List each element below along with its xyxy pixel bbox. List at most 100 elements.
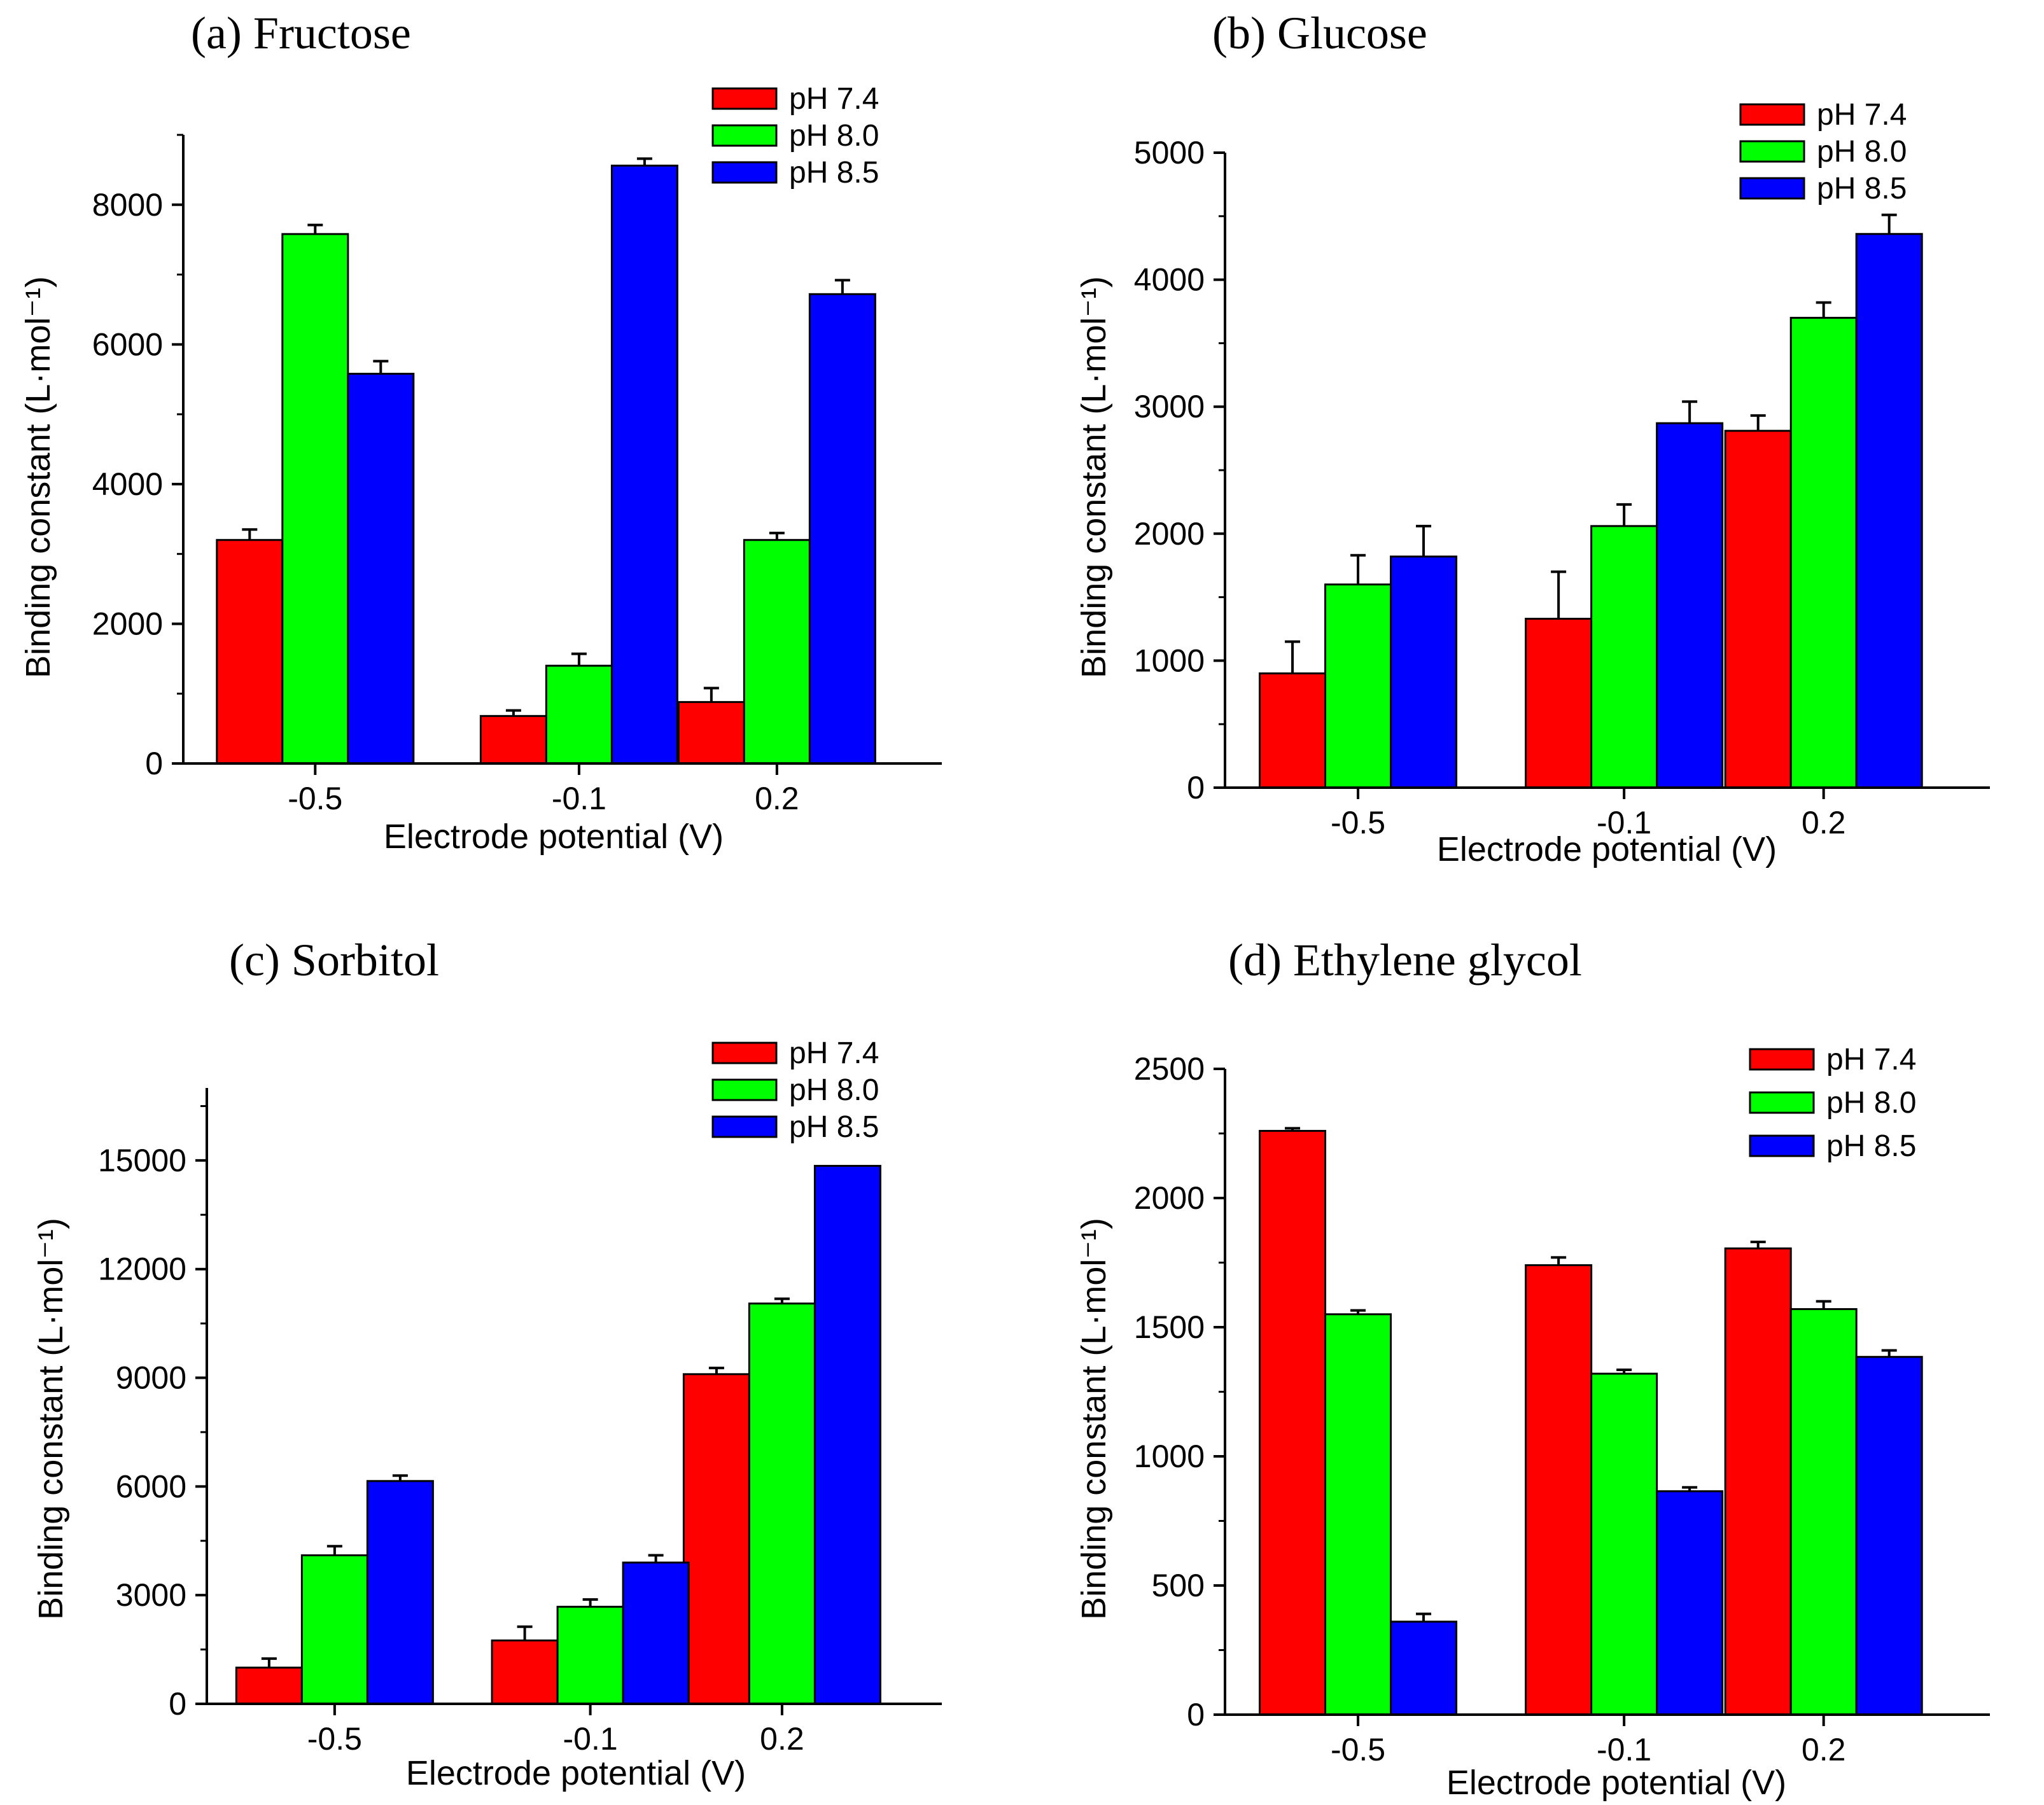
x-tick-label: 0.2 bbox=[760, 1721, 804, 1757]
legend-swatch bbox=[711, 1078, 778, 1101]
bar bbox=[1724, 429, 1792, 789]
bar bbox=[813, 1164, 881, 1705]
x-tick-label: -0.1 bbox=[1597, 805, 1651, 840]
y-tick-label: 15000 bbox=[98, 1143, 186, 1178]
panel-title: (d) Ethylene glycol bbox=[1228, 935, 1582, 986]
bar bbox=[1390, 1620, 1458, 1716]
legend-swatch bbox=[1739, 140, 1805, 163]
panel-title: (a) Fructose bbox=[191, 8, 411, 59]
bar bbox=[300, 1554, 368, 1705]
bar bbox=[347, 372, 415, 765]
panel-c: (c) Sorbitol Binding constant (L·mol⁻¹) … bbox=[32, 935, 942, 1792]
panel-title: (c) Sorbitol bbox=[229, 935, 439, 986]
bar bbox=[556, 1605, 624, 1705]
plot-area: 0 3000 6000 9000 12000 15000 -0.5 -0.1 0.2 bbox=[98, 1088, 942, 1757]
y-tick-label: 500 bbox=[1152, 1568, 1205, 1603]
legend: pH 7.4pH 8.0pH 8.5 bbox=[1739, 98, 1907, 206]
legend-label: pH 7.4 bbox=[1826, 1043, 1916, 1077]
x-tick-label: -0.5 bbox=[1331, 805, 1385, 840]
panel-b: (b) Glucose Binding constant (L·mol⁻¹) E… bbox=[1075, 8, 1990, 868]
y-tick-label: 2500 bbox=[1134, 1051, 1205, 1087]
bar bbox=[1390, 555, 1458, 789]
x-axis-label: Electrode potential (V) bbox=[384, 818, 724, 856]
x-axis-label: Electrode potential (V) bbox=[1437, 830, 1777, 868]
x-tick-label: 0.2 bbox=[1802, 1732, 1846, 1767]
legend-swatch bbox=[711, 161, 778, 184]
y-tick-label: 3000 bbox=[116, 1577, 186, 1613]
y-tick-label: 0 bbox=[1187, 1697, 1205, 1732]
panel-a: (a) Fructose Binding constant (L·mol⁻¹) … bbox=[19, 8, 942, 856]
bar bbox=[1724, 1247, 1792, 1716]
y-tick-label: 0 bbox=[1187, 770, 1205, 805]
y-tick-label: 1500 bbox=[1134, 1309, 1205, 1345]
legend-label: pH 8.0 bbox=[789, 1073, 879, 1107]
y-tick-label: 1000 bbox=[1134, 1439, 1205, 1474]
bar bbox=[682, 1373, 750, 1705]
legend-label: pH 7.4 bbox=[789, 82, 879, 116]
bar bbox=[677, 700, 745, 765]
x-tick-label: -0.5 bbox=[1331, 1732, 1385, 1767]
y-tick-label: 5000 bbox=[1134, 135, 1205, 171]
y-tick-label: 0 bbox=[145, 746, 163, 781]
bar bbox=[1855, 233, 1923, 789]
legend-label: pH 8.0 bbox=[1826, 1086, 1916, 1120]
x-tick-label: -0.1 bbox=[563, 1721, 618, 1757]
bar bbox=[216, 539, 284, 765]
bar bbox=[1855, 1356, 1923, 1716]
plot-area: 0 2000 4000 6000 8000 -0.5 -0.1 0.2 bbox=[92, 134, 942, 816]
y-tick-label: 3000 bbox=[1134, 389, 1205, 424]
y-tick-label: 4000 bbox=[92, 466, 163, 502]
legend-swatch bbox=[1749, 1134, 1815, 1157]
bar bbox=[1590, 525, 1658, 789]
legend-swatch bbox=[1739, 103, 1805, 126]
bar bbox=[1259, 672, 1327, 789]
panel-d: (d) Ethylene glycol Binding constant (L·… bbox=[1075, 935, 1990, 1802]
legend-label: pH 7.4 bbox=[789, 1036, 879, 1070]
y-tick-label: 2000 bbox=[92, 606, 163, 641]
x-tick-label: -0.5 bbox=[288, 781, 342, 816]
bar bbox=[1525, 1264, 1593, 1716]
legend-label: pH 7.4 bbox=[1817, 98, 1907, 132]
bar bbox=[1789, 316, 1858, 789]
x-tick-label: -0.1 bbox=[1597, 1732, 1651, 1767]
bar bbox=[479, 714, 547, 765]
y-axis-label: Binding constant (L·mol⁻¹) bbox=[1075, 276, 1113, 678]
legend-swatch bbox=[1749, 1091, 1815, 1114]
y-tick-label: 12000 bbox=[98, 1251, 186, 1287]
bar bbox=[610, 164, 678, 765]
legend: pH 7.4pH 8.0pH 8.5 bbox=[711, 82, 879, 190]
bar bbox=[1789, 1308, 1858, 1716]
x-tick-label: -0.1 bbox=[552, 781, 606, 816]
bar bbox=[1324, 583, 1392, 789]
bar bbox=[366, 1480, 434, 1705]
legend-swatch bbox=[711, 124, 778, 147]
legend-swatch bbox=[711, 87, 778, 110]
legend-swatch bbox=[711, 1042, 778, 1064]
legend-label: pH 8.0 bbox=[1817, 135, 1907, 169]
y-tick-label: 4000 bbox=[1134, 262, 1205, 298]
bar bbox=[491, 1639, 559, 1705]
panel-title: (b) Glucose bbox=[1212, 8, 1427, 59]
y-tick-label: 2000 bbox=[1134, 1180, 1205, 1216]
bar bbox=[808, 293, 876, 765]
y-axis-label: Binding constant (L·mol⁻¹) bbox=[19, 276, 57, 678]
bar bbox=[545, 664, 613, 765]
bar bbox=[1324, 1313, 1392, 1716]
y-tick-label: 6000 bbox=[92, 326, 163, 362]
legend-label: pH 8.5 bbox=[1826, 1129, 1916, 1163]
y-tick-label: 8000 bbox=[92, 187, 163, 223]
bar bbox=[743, 539, 811, 765]
legend: pH 7.4 pH 8.0 pH 8.5 bbox=[1749, 1043, 1916, 1163]
bar bbox=[1590, 1372, 1658, 1716]
bar bbox=[1525, 618, 1593, 789]
legend-label: pH 8.5 bbox=[789, 1110, 879, 1144]
x-tick-label: -0.5 bbox=[307, 1721, 362, 1757]
legend-swatch bbox=[1739, 177, 1805, 200]
bar bbox=[1656, 1490, 1724, 1716]
plot-area: 0 1000 2000 3000 4000 5000 -0.5 -0.1 0.2 bbox=[1134, 135, 1990, 840]
legend: pH 7.4pH 8.0pH 8.5 bbox=[711, 1036, 879, 1144]
legend-label: pH 8.5 bbox=[1817, 172, 1907, 206]
legend-swatch bbox=[711, 1115, 778, 1138]
y-tick-label: 6000 bbox=[116, 1468, 186, 1504]
